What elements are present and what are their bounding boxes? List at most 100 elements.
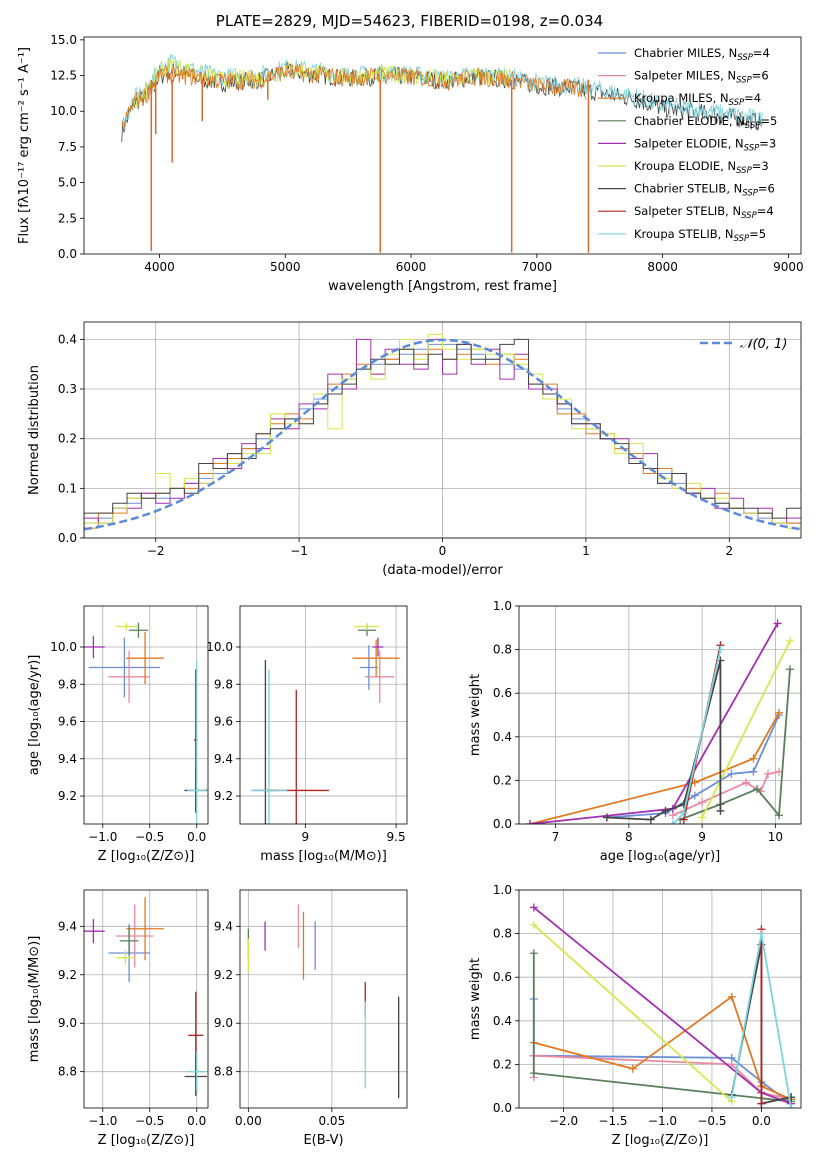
plot-area [525,619,795,824]
weight-marker [727,769,736,778]
weight-marker [661,806,670,815]
y-tick-label: 0.0 [58,531,77,545]
y-tick-label: 9.0 [58,1016,77,1030]
error-cross [129,622,148,638]
y-tick-label: 7.5 [58,140,77,154]
y-axis-label: mass [log₁₀(M/M⊙)] [27,936,42,1063]
error-cross [84,635,105,659]
weight-marker [727,1060,736,1069]
y-tick-label: 9.2 [214,789,233,803]
x-tick-label: 9.5 [387,830,406,844]
error-cross [126,897,164,961]
weight-marker [749,767,758,776]
weight-marker [786,636,795,645]
y-tick-label: 9.4 [214,752,233,766]
x-axis-label: (data-model)/error [382,563,503,578]
weight-marker [716,645,725,654]
weight-marker [529,1069,538,1078]
x-tick-label: 9 [302,830,310,844]
weight-marker [753,785,762,794]
error-cross [359,645,378,690]
y-tick-label: 8.8 [58,1065,77,1079]
legend-suffix: =3 [759,136,776,150]
x-axis-label: E(B-V) [303,1133,343,1148]
error-cross [372,637,384,657]
legend-suffix: =5 [760,114,777,128]
weight-marker [525,820,534,824]
weight-marker [757,1099,766,1108]
y-tick-label: 0.0 [493,817,512,831]
x-tick-label: −0.5 [697,1114,726,1128]
error-cross [88,637,161,698]
weight-line [606,660,722,821]
legend-subscript: SSP [734,234,750,244]
error-cross [250,669,288,824]
legend-label: Salpeter MILES, NSSP=6 [634,69,769,86]
legend-label: Kroupa STELIB, NSSP=5 [634,227,766,244]
axes-frame [518,605,802,825]
weight-marker [529,920,538,929]
legend-suffix: =4 [757,204,774,218]
error-cross [115,904,154,968]
panel-mass-vs-Z: −1.0 −0.5 0.0 8.8 9.0 9.2 9.4 Z [log₁₀(Z/Z⊙)] ma… [27,889,209,1148]
x-tick-label: −1 [290,544,308,558]
x-tick-label: 8000 [647,260,678,274]
y-tick-label: 9.6 [58,715,77,729]
error-cross [187,660,207,824]
y-tick-label: 9.4 [58,752,77,766]
weight-marker [690,791,699,800]
x-tick-label: 2 [725,544,733,558]
y-tick-label: 9.2 [58,789,77,803]
x-tick-label: −1.0 [88,1114,117,1128]
plot-area [529,903,796,1108]
weight-line [529,712,780,824]
legend-suffix: =6 [752,69,769,83]
y-tick-label: 0.2 [493,773,512,787]
y-tick-label: 10.0 [206,640,233,654]
weight-marker [775,708,784,717]
weight-marker [757,929,766,938]
y-tick-label: 0.0 [58,247,77,261]
weight-line [701,640,791,818]
legend-label: Kroupa ELODIE, NSSP=3 [634,159,769,176]
x-tick-label: 7 [552,830,560,844]
weight-marker [773,619,782,628]
x-tick-label: 5000 [270,260,301,274]
x-tick-label: 7000 [522,260,553,274]
x-axis-label: Z [log₁₀(Z/Z⊙)] [98,849,195,864]
x-tick-label: −1.5 [598,1114,627,1128]
histogram-step [84,338,801,538]
weight-marker [698,798,707,807]
weight-marker [787,1104,796,1108]
weight-line [679,669,791,821]
y-tick-label: 0.8 [493,643,512,657]
weight-marker [646,815,655,824]
error-cross [84,919,105,944]
weight-marker [698,813,707,822]
error-cross [352,639,400,677]
x-tick-label: 0.00 [235,1114,262,1128]
y-tick-label: 0.6 [493,970,512,984]
axes-frame [239,605,408,825]
weight-marker [716,806,725,815]
legend-label: Salpeter ELODIE, NSSP=3 [634,136,776,153]
weight-marker [764,769,773,778]
y-tick-label: 0.4 [493,730,512,744]
y-tick-label: 0.8 [493,927,512,941]
x-tick-label: −2 [147,544,165,558]
legend-label: Salpeter STELIB, NSSP=4 [634,204,774,221]
x-tick-label: 4000 [144,260,175,274]
legend-label: Chabrier MILES, NSSP=4 [634,46,770,63]
histogram-step [84,333,801,538]
error-cross [365,650,395,703]
weight-marker [529,903,538,912]
plot-area [250,622,400,824]
y-tick-label: 9.8 [214,677,233,691]
error-cross [108,650,150,703]
weight-marker [529,949,538,958]
x-tick-label: 0.0 [187,1114,206,1128]
axes-frame [518,889,802,1109]
legend-suffix: =3 [752,159,769,173]
legend-subscript: SSP [729,98,745,108]
y-tick-label: 9.4 [214,919,233,933]
